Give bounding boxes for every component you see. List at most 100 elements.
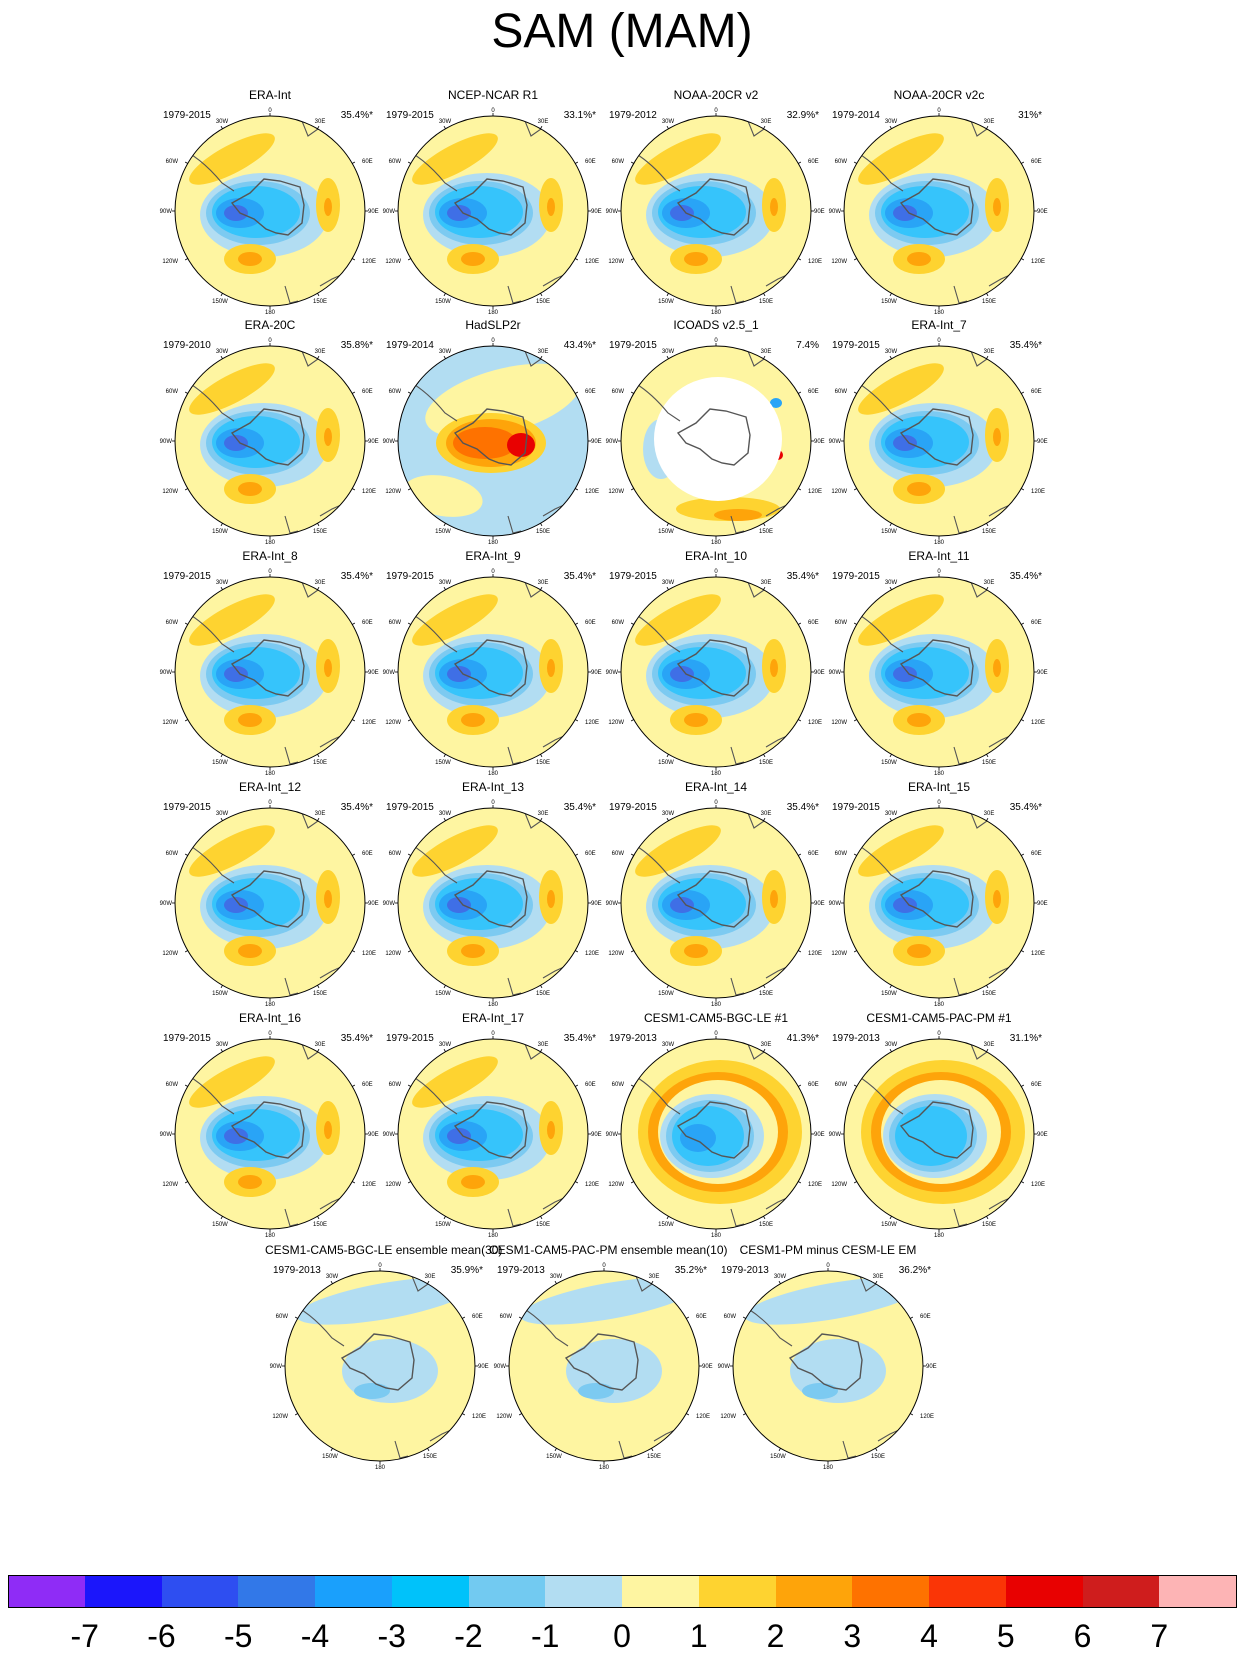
panel-variance: 35.4%*	[563, 802, 596, 813]
border-tick	[666, 985, 669, 989]
positive-anomaly-south-core	[238, 252, 262, 266]
panel-period: 1979-2015	[386, 1033, 434, 1044]
map-label-top: 0	[602, 1263, 606, 1269]
border-tick	[352, 719, 356, 722]
polar-map: 0 30W 30E 60W 60E 90W 90E 120W 120E 150W 150E 180	[383, 108, 602, 316]
positive-anomaly-nw	[412, 594, 498, 646]
negative-anomaly-center	[447, 1128, 471, 1144]
map-label-left-upper: 60W	[724, 1314, 737, 1320]
panel-period: 1979-2015	[609, 571, 657, 582]
border-tick	[1021, 950, 1025, 953]
map-label-upper-right: 30E	[984, 1042, 995, 1048]
map-label-lower-left: 150W	[881, 991, 897, 997]
colorbar-swatch	[391, 1575, 469, 1608]
polar-map: 0 30W 30E 60W 60E 90W 90E 120W 120E 150W 150E 180	[383, 338, 602, 546]
polar-map: 0 30W 30E 60W 60E 90W 90E 120W 120E 150W 150E 180	[829, 1031, 1048, 1239]
map-label-right-lower: 120E	[1031, 720, 1045, 726]
map-label-right-lower: 120E	[808, 259, 822, 265]
field-layer	[621, 346, 811, 536]
polar-map: 0 30W 30E 60W 60E 90W 90E 120W 120E 150W 150E 180	[606, 108, 825, 316]
map-label-left-mid: 90W	[829, 670, 842, 676]
map-label-upper-left: 30W	[885, 119, 898, 125]
border-tick	[1021, 1084, 1025, 1087]
map-label-left-lower: 120W	[162, 489, 178, 495]
border-tick	[763, 1048, 766, 1052]
border-tick	[317, 985, 320, 989]
map-label-upper-right: 30E	[649, 1274, 660, 1280]
panel-title: ERA-Int_13	[461, 780, 525, 794]
positive-anomaly-east-core	[770, 890, 778, 908]
border-tick	[763, 817, 766, 821]
map-label-left-upper: 60W	[389, 389, 402, 395]
border-tick	[1021, 161, 1025, 164]
map-label-right-lower: 120E	[1031, 259, 1045, 265]
new-zealand-coast	[953, 515, 968, 534]
border-tick	[294, 1316, 298, 1319]
map-label-left-mid: 90W	[160, 1132, 173, 1138]
map-label-left-lower: 120W	[385, 489, 401, 495]
border-tick	[443, 754, 446, 758]
map-label-lower-right: 150E	[759, 529, 773, 535]
map-label-left-lower: 120W	[162, 259, 178, 265]
map-label-bottom: 180	[711, 1233, 722, 1239]
panel-variance: 41.3%*	[786, 1033, 819, 1044]
border-tick	[575, 391, 579, 394]
map-label-lower-left: 150W	[658, 991, 674, 997]
map-label-left-mid: 90W	[829, 1132, 842, 1138]
map-label-bottom: 180	[488, 771, 499, 777]
map-label-left-lower: 120W	[831, 720, 847, 726]
map-label-lower-left: 150W	[881, 299, 897, 305]
border-tick	[778, 1448, 781, 1452]
polar-map: 0 30W 30E 60W 60E 90W 90E 120W 120E 150W 150E 180	[606, 800, 825, 1008]
negative-anomaly-center	[670, 897, 694, 913]
map-label-top: 0	[491, 108, 495, 114]
map-label-right-mid: 90E	[591, 439, 602, 445]
border-tick	[798, 622, 802, 625]
map-label-left-lower: 120W	[385, 1182, 401, 1188]
panel-period: 1979-2015	[609, 340, 657, 351]
colorbar-swatch	[468, 1575, 546, 1608]
map-label-lower-right: 150E	[536, 529, 550, 535]
map-panel: 0 30W 30E 60W 60E 90W 90E 120W 120E 150W 150E 180 ER…	[155, 780, 385, 1020]
map-label-bottom: 180	[934, 310, 945, 316]
map-label-left-upper: 60W	[612, 1082, 625, 1088]
panel-period: 1979-2012	[609, 110, 657, 121]
panel-variance: 35.4%*	[786, 802, 819, 813]
new-zealand-coast	[842, 1440, 857, 1459]
map-label-upper-right: 30E	[761, 349, 772, 355]
map-label-right-upper: 60E	[472, 1314, 483, 1320]
panel-title: ERA-Int_11	[908, 549, 970, 563]
colorbar-tick-label: -7	[70, 1618, 99, 1654]
negative-anomaly-center	[224, 666, 248, 682]
positive-anomaly-east-core	[770, 198, 778, 216]
map-label-upper-left: 30W	[662, 349, 675, 355]
map-label-left-upper: 60W	[166, 620, 179, 626]
border-tick	[889, 1048, 892, 1052]
positive-anomaly-south-core	[907, 944, 931, 958]
map-label-left-mid: 90W	[829, 209, 842, 215]
map-label-upper-left: 30W	[439, 811, 452, 817]
panel-variance: 35.8%*	[340, 340, 373, 351]
border-tick	[666, 293, 669, 297]
map-label-bottom: 180	[711, 540, 722, 546]
border-tick	[686, 1413, 690, 1416]
map-label-lower-right: 150E	[313, 299, 327, 305]
border-tick	[443, 355, 446, 359]
panel-period: 1979-2013	[609, 1033, 657, 1044]
map-label-left-upper: 60W	[389, 159, 402, 165]
border-tick	[630, 488, 634, 491]
map-label-right-lower: 120E	[362, 951, 376, 957]
border-tick	[352, 1084, 356, 1087]
map-label-upper-right: 30E	[761, 119, 772, 125]
map-label-top: 0	[937, 338, 941, 344]
colorbar-tick-label: 4	[920, 1618, 938, 1654]
antarctica-outline	[676, 408, 751, 466]
border-tick	[443, 1048, 446, 1052]
map-label-left-lower: 120W	[608, 720, 624, 726]
map-label-right-lower: 120E	[1031, 1182, 1045, 1188]
panel-variance: 33.1%*	[563, 110, 596, 121]
border-tick	[443, 817, 446, 821]
border-tick	[651, 1280, 654, 1284]
border-tick	[853, 161, 857, 164]
map-label-right-lower: 120E	[696, 1414, 710, 1420]
